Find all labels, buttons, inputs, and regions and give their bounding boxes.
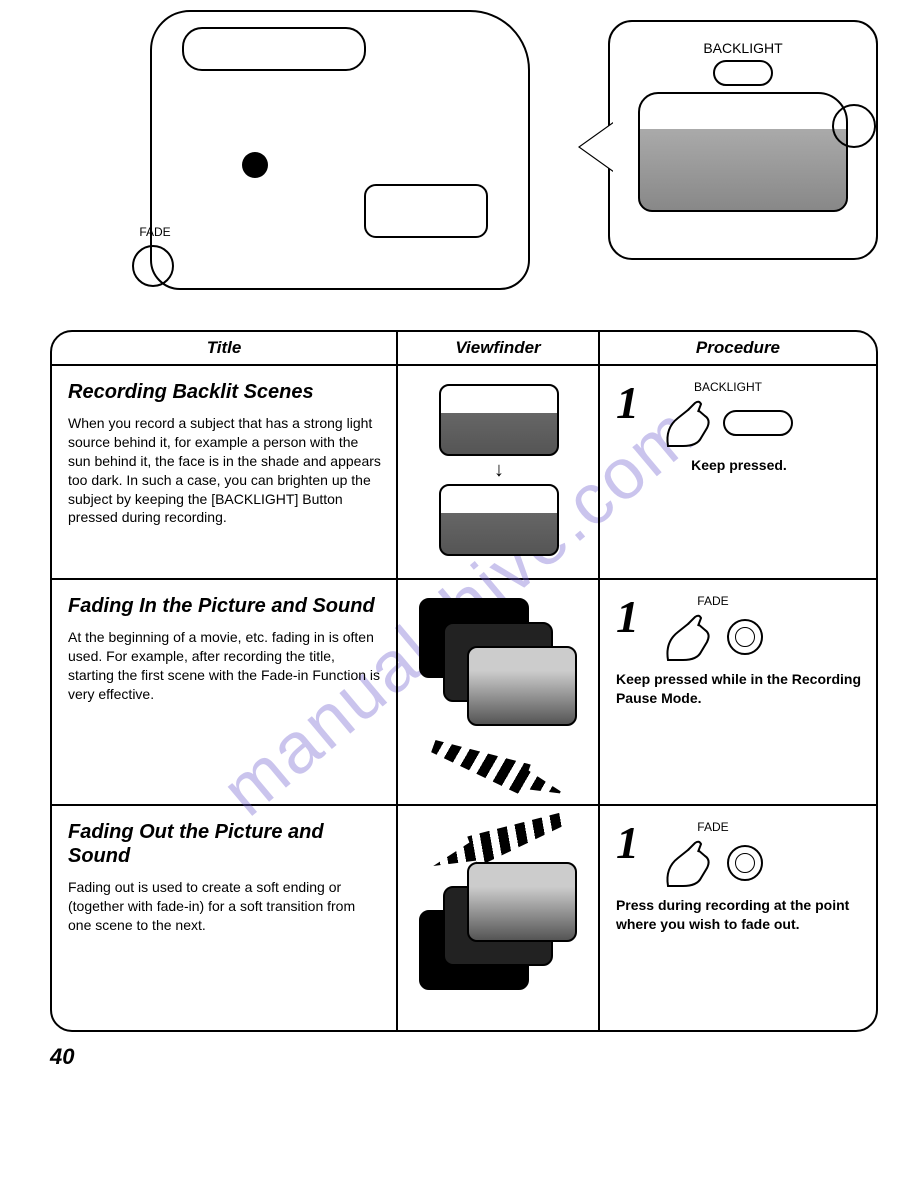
top-diagram: FADE BACKLIGHT (50, 10, 878, 300)
camera-rear-illustration (638, 92, 848, 212)
procedure-cell: 1 BACKLIGHT Keep pressed. (600, 366, 876, 578)
procedure-caption: Press during recording at the point wher… (616, 896, 862, 934)
section-title: Recording Backlit Scenes (68, 380, 382, 404)
table-row: Recording Backlit Scenes When you record… (52, 366, 876, 580)
backlight-button-icon (723, 410, 793, 436)
title-cell: Fading Out the Picture and Sound Fading … (52, 806, 398, 1030)
section-body: When you record a subject that has a str… (68, 414, 382, 527)
step-number: 1 (616, 820, 639, 866)
table-header-row: Title Viewfinder Procedure (52, 332, 876, 366)
viewfinder-cell (398, 806, 600, 1030)
backlight-label: BACKLIGHT (620, 40, 866, 56)
procedure-caption: Keep pressed. (616, 456, 862, 475)
button-label: FADE (697, 820, 728, 834)
camera-lens-icon (242, 152, 268, 178)
arrow-down-icon: ↓ (414, 460, 584, 480)
hand-press-icon (663, 838, 723, 888)
viewfinder-cell: ↓ (398, 366, 600, 578)
header-procedure: Procedure (600, 332, 876, 366)
fade-in-frames-icon (419, 598, 579, 748)
button-label: FADE (697, 594, 728, 608)
fade-label: FADE (130, 225, 180, 239)
section-title: Fading Out the Picture and Sound (68, 820, 382, 868)
section-title: Fading In the Picture and Sound (68, 594, 382, 618)
hand-press-icon (663, 398, 723, 448)
fade-button-icon (132, 245, 174, 287)
title-cell: Recording Backlit Scenes When you record… (52, 366, 398, 578)
callout-tail-icon (580, 122, 615, 172)
backlight-button-icon (713, 60, 773, 86)
step-number: 1 (616, 594, 639, 640)
table-row: Fading In the Picture and Sound At the b… (52, 580, 876, 806)
fade-button-icon (727, 845, 763, 881)
step-number: 1 (616, 380, 639, 426)
backlight-callout: BACKLIGHT (608, 20, 878, 260)
header-title: Title (52, 332, 398, 366)
section-body: Fading out is used to create a soft endi… (68, 878, 382, 935)
fade-out-frames-icon (419, 862, 579, 1012)
procedure-cell: 1 FADE Keep pressed while in the Recordi… (600, 580, 876, 804)
button-label: BACKLIGHT (694, 380, 762, 394)
procedure-caption: Keep pressed while in the Recording Paus… (616, 670, 862, 708)
section-body: At the beginning of a movie, etc. fading… (68, 628, 382, 704)
procedure-cell: 1 FADE Press during recording at the poi… (600, 806, 876, 1030)
viewfinder-cell (398, 580, 600, 804)
title-cell: Fading In the Picture and Sound At the b… (52, 580, 398, 804)
viewfinder-frame-icon (439, 484, 559, 556)
viewfinder-frame-icon (439, 384, 559, 456)
table-row: Fading Out the Picture and Sound Fading … (52, 806, 876, 1030)
camera-illustration (150, 10, 530, 290)
fade-button-icon (727, 619, 763, 655)
header-viewfinder: Viewfinder (398, 332, 600, 366)
hand-press-icon (663, 612, 723, 662)
instruction-table: Title Viewfinder Procedure Recording Bac… (50, 330, 878, 1032)
page-number: 40 (50, 1044, 878, 1070)
